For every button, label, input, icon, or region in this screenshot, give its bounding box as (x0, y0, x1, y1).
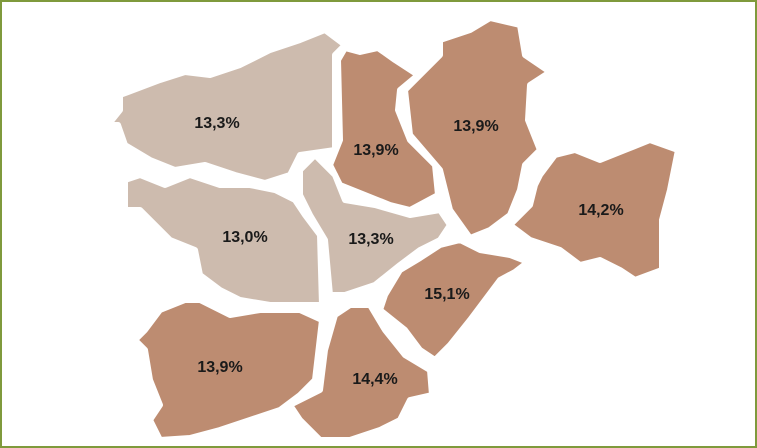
region-label: 13,9% (353, 142, 398, 159)
region-label: 13,3% (348, 231, 393, 248)
region-label: 13,9% (197, 359, 242, 376)
region (507, 137, 681, 283)
region-label: 14,4% (352, 371, 397, 388)
region (105, 27, 348, 186)
region-label: 13,9% (453, 118, 498, 135)
region (297, 152, 453, 298)
regions (105, 15, 681, 443)
region (132, 297, 325, 443)
region-label: 14,2% (578, 202, 623, 219)
region-label: 13,3% (194, 115, 239, 132)
region-label: 15,1% (424, 286, 469, 303)
region (402, 15, 553, 241)
region (377, 237, 531, 363)
region (287, 302, 435, 443)
labels: 13,3% 13,9% 13,9% 14,2% 13,0% 13,3% 15,1… (194, 115, 623, 388)
region-label: 13,0% (222, 229, 267, 246)
region (122, 172, 325, 308)
